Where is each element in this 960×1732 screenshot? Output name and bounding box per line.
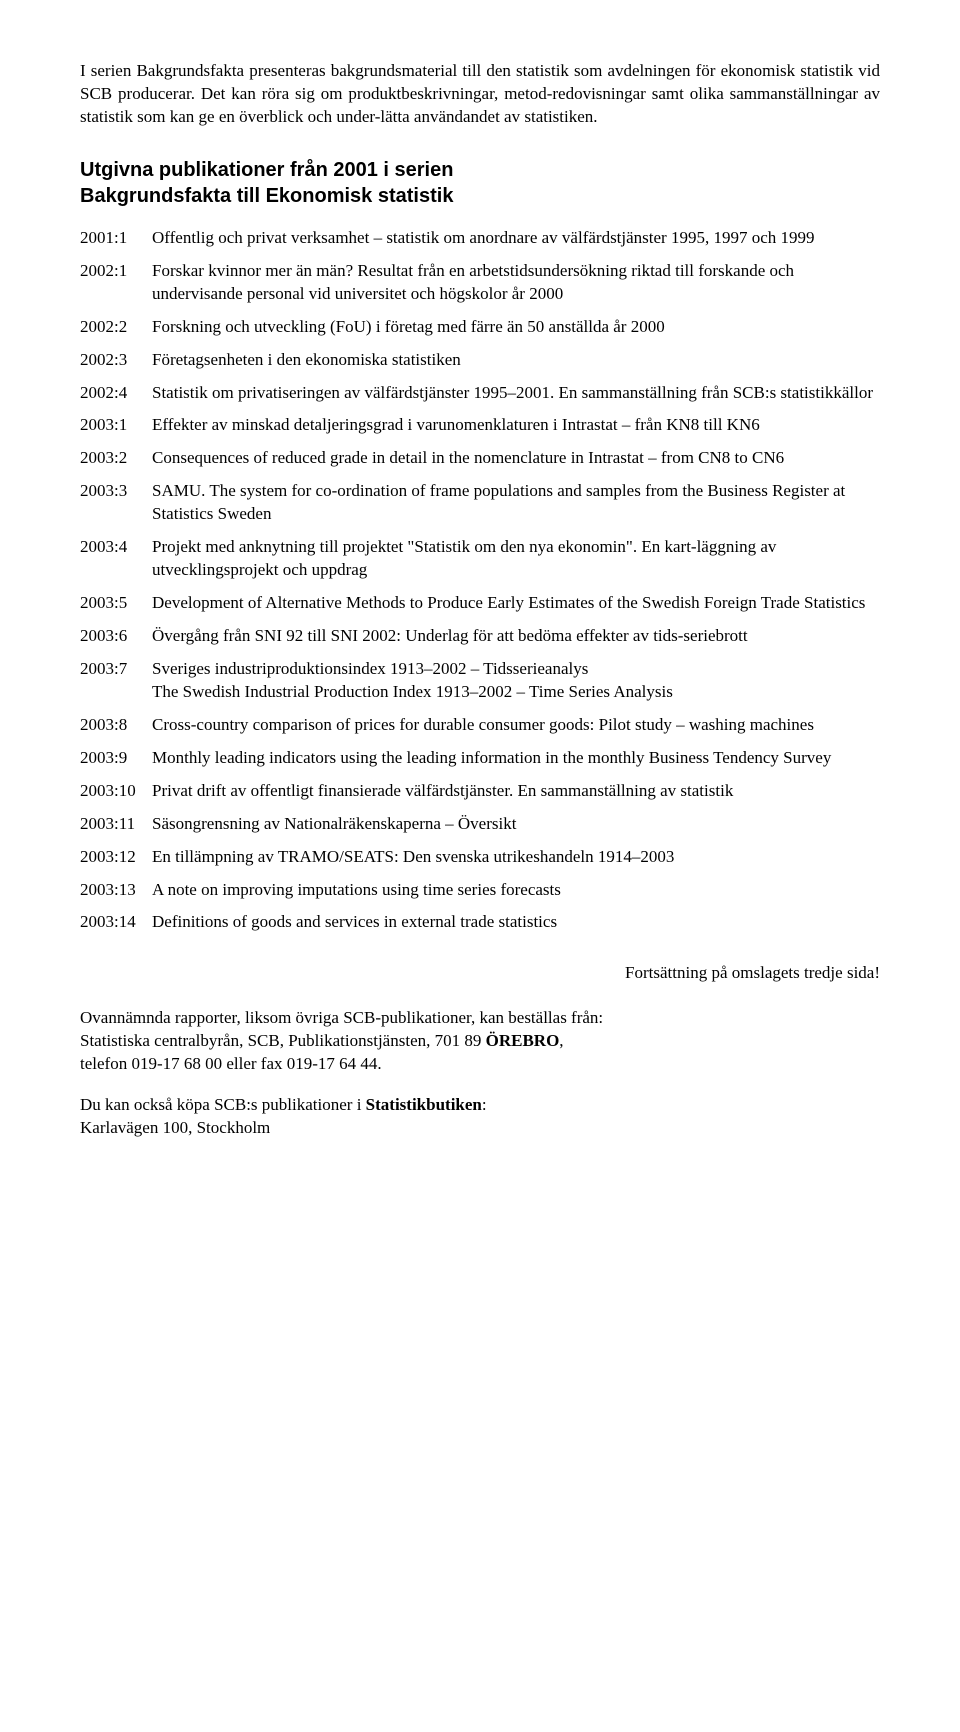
section-heading: Utgivna publikationer från 2001 i serien… [80,157,880,209]
order-info-comma: , [559,1031,563,1050]
publication-key: 2003:6 [80,625,152,648]
publication-key: 2003:9 [80,747,152,770]
publication-item: 2002:3Företagsenheten i den ekonomiska s… [80,349,880,372]
publication-description: Privat drift av offentligt finansierade … [152,780,880,803]
publication-description: Forskning och utveckling (FoU) i företag… [152,316,880,339]
publication-key: 2003:13 [80,879,152,902]
publication-description: Säsongrensning av Nationalräkenskaperna … [152,813,880,836]
publication-key: 2002:2 [80,316,152,339]
publication-item: 2003:1Effekter av minskad detaljeringsgr… [80,414,880,437]
publication-item: 2003:2Consequences of reduced grade in d… [80,447,880,470]
publication-item: 2002:2Forskning och utveckling (FoU) i f… [80,316,880,339]
publication-key: 2001:1 [80,227,152,250]
publication-description: Development of Alternative Methods to Pr… [152,592,880,615]
publication-key: 2003:3 [80,480,152,503]
publication-key: 2003:10 [80,780,152,803]
publication-description: Forskar kvinnor mer än män? Resultat frå… [152,260,880,306]
publication-list: 2001:1Offentlig och privat verksamhet – … [80,227,880,935]
publication-item: 2002:4Statistik om privatiseringen av vä… [80,382,880,405]
heading-line-2: Bakgrundsfakta till Ekonomisk statistik [80,185,453,207]
publication-item: 2003:6Övergång från SNI 92 till SNI 2002… [80,625,880,648]
shop-info: Du kan också köpa SCB:s publikationer i … [80,1094,880,1140]
publication-key: 2002:4 [80,382,152,405]
publication-item: 2003:11Säsongrensning av Nationalräkensk… [80,813,880,836]
publication-item: 2003:14Definitions of goods and services… [80,911,880,934]
publication-item: 2001:1Offentlig och privat verksamhet – … [80,227,880,250]
publication-description: Företagsenheten i den ekonomiska statist… [152,349,880,372]
publication-description: Cross-country comparison of prices for d… [152,714,880,737]
publication-key: 2003:11 [80,813,152,836]
publication-item: 2002:1Forskar kvinnor mer än män? Result… [80,260,880,306]
publication-description: Definitions of goods and services in ext… [152,911,880,934]
publication-description: En tillämpning av TRAMO/SEATS: Den svens… [152,846,880,869]
publication-item: 2003:4Projekt med anknytning till projek… [80,536,880,582]
publication-item: 2003:9Monthly leading indicators using t… [80,747,880,770]
shop-info-colon: : [482,1095,487,1114]
publication-item: 2003:7Sveriges industriproduktionsindex … [80,658,880,704]
publication-description: A note on improving imputations using ti… [152,879,880,902]
publication-key: 2003:8 [80,714,152,737]
publication-key: 2002:3 [80,349,152,372]
publication-key: 2003:14 [80,911,152,934]
publication-item: 2003:3SAMU. The system for co-ordination… [80,480,880,526]
publication-item: 2003:8Cross-country comparison of prices… [80,714,880,737]
intro-paragraph: I serien Bakgrundsfakta presenteras bakg… [80,60,880,129]
publication-key: 2002:1 [80,260,152,283]
publication-key: 2003:5 [80,592,152,615]
publication-description: Projekt med anknytning till projektet "S… [152,536,880,582]
publication-key: 2003:1 [80,414,152,437]
heading-line-1: Utgivna publikationer från 2001 i serien [80,159,453,181]
order-info: Ovannämnda rapporter, liksom övriga SCB-… [80,1007,880,1076]
publication-description: Statistik om privatiseringen av välfärds… [152,382,880,405]
publication-description: SAMU. The system for co-ordination of fr… [152,480,880,526]
order-info-line-3: telefon 019-17 68 00 eller fax 019-17 64… [80,1054,382,1073]
publication-description: Effekter av minskad detaljeringsgrad i v… [152,414,880,437]
publication-description: Monthly leading indicators using the lea… [152,747,880,770]
publication-description: Consequences of reduced grade in detail … [152,447,880,470]
shop-info-address: Karlavägen 100, Stockholm [80,1118,270,1137]
publication-key: 2003:7 [80,658,152,681]
shop-info-prefix: Du kan också köpa SCB:s publikationer i [80,1095,366,1114]
publication-item: 2003:10Privat drift av offentligt finans… [80,780,880,803]
publication-key: 2003:2 [80,447,152,470]
order-info-line-1: Ovannämnda rapporter, liksom övriga SCB-… [80,1008,603,1027]
publication-description: Sveriges industriproduktionsindex 1913–2… [152,658,880,704]
publication-description: Offentlig och privat verksamhet – statis… [152,227,880,250]
publication-key: 2003:12 [80,846,152,869]
order-info-city-bold: ÖREBRO [486,1031,560,1050]
publication-item: 2003:5Development of Alternative Methods… [80,592,880,615]
continuation-note: Fortsättning på omslagets tredje sida! [80,962,880,985]
publication-key: 2003:4 [80,536,152,559]
order-info-line-2a: Statistiska centralbyrån, SCB, Publikati… [80,1031,481,1050]
publication-item: 2003:12En tillämpning av TRAMO/SEATS: De… [80,846,880,869]
publication-item: 2003:13A note on improving imputations u… [80,879,880,902]
shop-info-bold: Statistikbutiken [366,1095,482,1114]
publication-description: Övergång från SNI 92 till SNI 2002: Unde… [152,625,880,648]
